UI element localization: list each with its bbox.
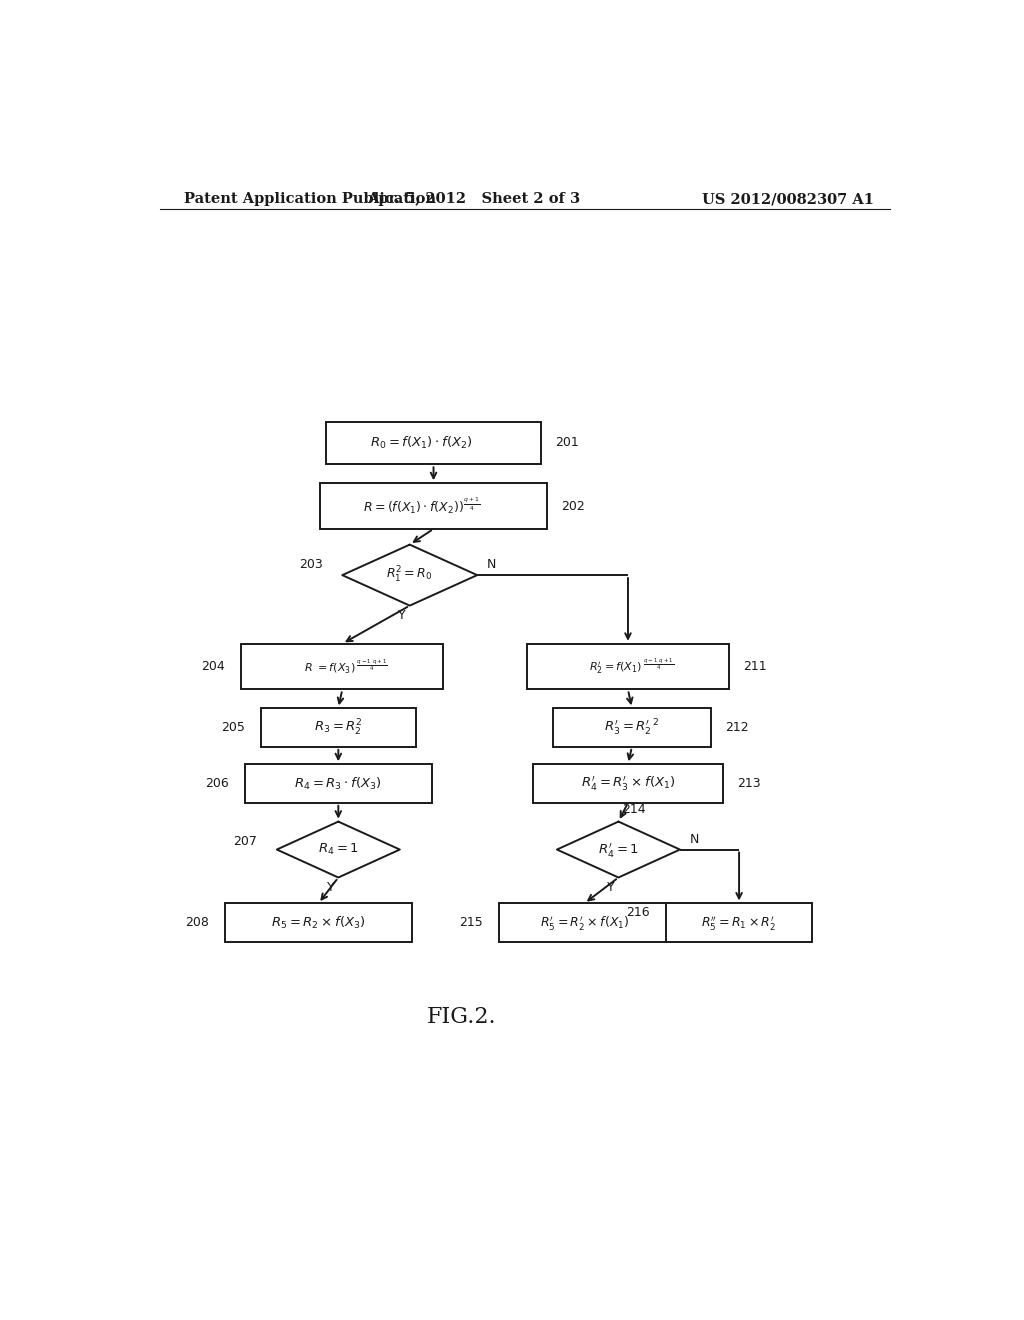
Bar: [553, 709, 712, 747]
Text: $R_5'=R_2'\times f(X_1)$: $R_5'=R_2'\times f(X_1)$: [540, 913, 629, 932]
Text: 205: 205: [221, 721, 245, 734]
Text: Patent Application Publication: Patent Application Publication: [183, 191, 435, 206]
Text: $R_1^2=R_0$: $R_1^2=R_0$: [386, 565, 433, 585]
Text: $R\ =f(X_3)^{\;\frac{q-1\ q+1}{4}}$: $R\ =f(X_3)^{\;\frac{q-1\ q+1}{4}}$: [304, 657, 388, 676]
Text: $R=(f(X_1)\cdot f(X_2))^{\frac{q+1}{4}}$: $R=(f(X_1)\cdot f(X_2))^{\frac{q+1}{4}}$: [362, 495, 480, 516]
Text: 213: 213: [737, 777, 761, 789]
Bar: [666, 903, 812, 942]
Bar: [321, 483, 547, 529]
Text: 201: 201: [555, 437, 579, 450]
Text: N: N: [486, 558, 496, 572]
Text: Y: Y: [327, 882, 334, 894]
Bar: [532, 764, 723, 803]
Text: $R_3=R_2^2$: $R_3=R_2^2$: [314, 718, 362, 738]
Text: 206: 206: [206, 777, 229, 789]
Text: $R_5=R_2\times f(X_3)$: $R_5=R_2\times f(X_3)$: [271, 915, 366, 931]
Text: 211: 211: [743, 660, 767, 673]
Text: $R_4'=1$: $R_4'=1$: [598, 841, 639, 858]
Bar: [225, 903, 412, 942]
Text: $R_4'=R_3'\times f(X_1)$: $R_4'=R_3'\times f(X_1)$: [581, 775, 675, 792]
Text: Y: Y: [606, 882, 614, 894]
Text: Y: Y: [398, 610, 406, 622]
Text: 207: 207: [233, 836, 257, 847]
Text: $R_4=R_3\cdot f(X_3)$: $R_4=R_3\cdot f(X_3)$: [295, 775, 382, 792]
Text: 202: 202: [561, 499, 585, 512]
Bar: [245, 764, 431, 803]
Text: $R_4=1$: $R_4=1$: [317, 842, 358, 857]
Text: $R_5''=R_1\times R_2'$: $R_5''=R_1\times R_2'$: [701, 913, 777, 932]
Bar: [499, 903, 670, 942]
Text: N: N: [689, 833, 698, 846]
Text: $R_3'=R_2'^{\,2}$: $R_3'=R_2'^{\,2}$: [604, 718, 659, 738]
Text: 208: 208: [185, 916, 209, 929]
Text: $R_0=f(X_1)\cdot f(X_2)$: $R_0=f(X_1)\cdot f(X_2)$: [371, 436, 473, 451]
Text: 203: 203: [299, 558, 323, 572]
Text: US 2012/0082307 A1: US 2012/0082307 A1: [702, 191, 873, 206]
Text: FIG.2.: FIG.2.: [427, 1006, 496, 1028]
Bar: [526, 644, 729, 689]
Bar: [261, 709, 416, 747]
Text: 214: 214: [623, 803, 646, 816]
Text: $R_2'=f(X_1)^{\;\frac{q-1\ q+1}{4}}$: $R_2'=f(X_1)^{\;\frac{q-1\ q+1}{4}}$: [589, 657, 675, 676]
Text: 215: 215: [460, 916, 483, 929]
Text: 216: 216: [626, 906, 650, 919]
Bar: [327, 421, 541, 465]
Text: 212: 212: [726, 721, 750, 734]
Bar: [241, 644, 443, 689]
Text: Apr. 5, 2012   Sheet 2 of 3: Apr. 5, 2012 Sheet 2 of 3: [367, 191, 580, 206]
Text: 204: 204: [202, 660, 225, 673]
